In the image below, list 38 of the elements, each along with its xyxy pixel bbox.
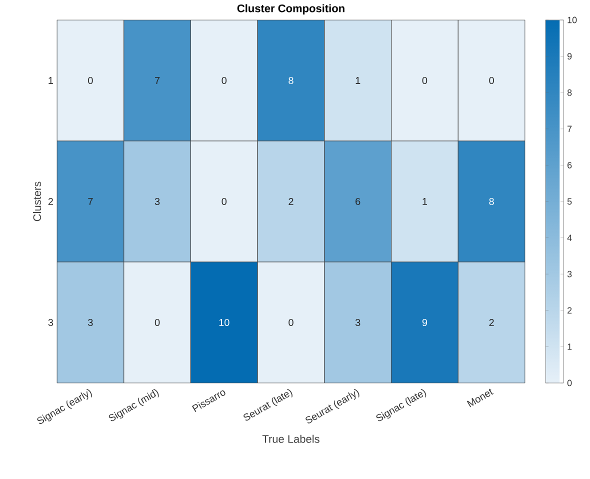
data-label: 3 <box>154 198 160 206</box>
color-bar-label: 6 <box>568 162 572 168</box>
color-bar-label: 3 <box>567 270 572 278</box>
color-bar-label: 10 <box>568 16 577 24</box>
data-label: 6 <box>356 198 360 206</box>
x-axis-title: True Labels <box>262 434 320 443</box>
data-label: 8 <box>288 76 294 84</box>
data-label: 3 <box>355 318 360 326</box>
color-bar-label: 7 <box>568 126 572 132</box>
data-label: 0 <box>489 76 494 84</box>
data-label: 10 <box>219 318 230 326</box>
data-label: 7 <box>155 77 160 84</box>
data-label: 8 <box>489 198 494 206</box>
data-label: 1 <box>356 77 360 84</box>
color-bar-label: 8 <box>567 89 572 96</box>
y-tick-label: 3 <box>48 318 54 326</box>
data-label: 9 <box>422 318 428 326</box>
color-bar-label: 1 <box>568 344 572 350</box>
data-label: 0 <box>288 318 294 326</box>
color-bar-label: 9 <box>567 53 572 60</box>
data-label: 2 <box>489 319 494 326</box>
data-label: 1 <box>422 198 428 205</box>
data-label: 0 <box>422 76 428 84</box>
data-label: 0 <box>222 198 227 206</box>
data-label: 2 <box>288 198 294 205</box>
color-bar-label: 5 <box>567 198 572 205</box>
data-label: 0 <box>88 76 93 84</box>
y-tick-label: 1 <box>48 77 53 84</box>
chart-title: Cluster Composition <box>237 4 344 14</box>
data-label: 7 <box>88 198 93 205</box>
y-tick-label: 2 <box>48 198 53 205</box>
data-label: 0 <box>222 76 227 84</box>
color-bar-label: 2 <box>568 307 572 314</box>
color-bar-label: 0 <box>567 380 572 386</box>
y-axis-title: Clusters <box>32 182 42 222</box>
color-bar-label: 4 <box>567 234 572 241</box>
data-label: 3 <box>88 318 93 326</box>
data-label: 0 <box>154 318 160 326</box>
